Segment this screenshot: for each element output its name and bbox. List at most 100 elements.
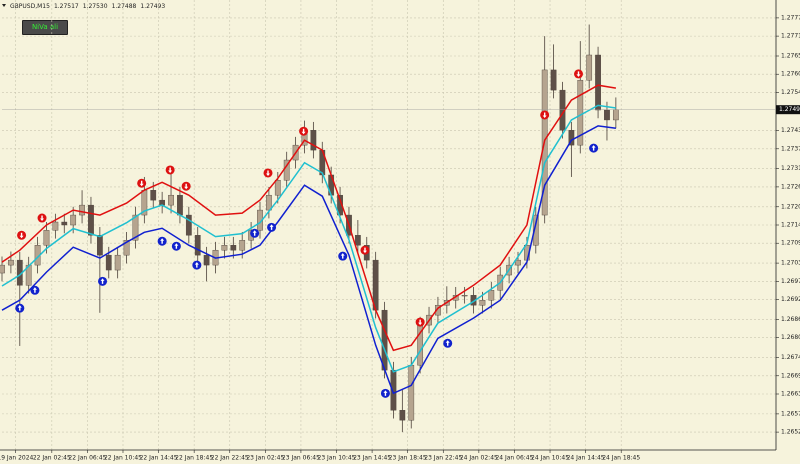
- signal-circle: [263, 168, 273, 178]
- signal-marker: [415, 317, 425, 327]
- signal-circle: [415, 317, 425, 327]
- signal-arrow: [591, 145, 596, 151]
- candle-body: [497, 274, 504, 291]
- x-tick-label: 24 Jan 06:45: [495, 455, 533, 462]
- signal-marker: [443, 338, 453, 348]
- signal-circle: [137, 178, 147, 188]
- candle-body: [363, 245, 370, 261]
- signal-arrow: [160, 238, 165, 244]
- candle-body: [399, 410, 406, 421]
- candle-body: [435, 304, 441, 316]
- signal-circle: [573, 69, 583, 79]
- signal-arrow: [184, 183, 189, 190]
- candle-body: [70, 214, 77, 226]
- y-tick-label: 1.27715: [781, 33, 800, 40]
- signal-circle: [181, 181, 191, 191]
- signal-arrow: [445, 340, 450, 346]
- candle-body: [354, 235, 361, 246]
- y-tick-label: 1.26860: [781, 316, 800, 323]
- signal-circle: [37, 213, 47, 223]
- candle-body: [524, 245, 530, 261]
- signal-arrow: [32, 287, 37, 293]
- signal-arrow: [576, 71, 581, 77]
- y-tick-label: 1.27545: [781, 89, 800, 96]
- signal-marker: [263, 168, 273, 178]
- x-tick-label: 23 Jan 22:45: [424, 455, 462, 462]
- candle-body: [34, 245, 41, 266]
- signal-arrow: [418, 319, 423, 326]
- candle-body: [612, 109, 619, 121]
- candle-body: [16, 259, 23, 286]
- x-tick-label: 23 Jan 14:45: [353, 455, 391, 462]
- candle-body: [381, 309, 388, 371]
- signal-marker: [338, 251, 348, 261]
- signal-marker: [15, 303, 25, 313]
- candle-body: [337, 194, 343, 216]
- signal-marker: [589, 143, 599, 153]
- x-tick-label: 24 Jan 14:45: [567, 455, 605, 462]
- y-tick-label: 1.27090: [781, 240, 800, 247]
- candle-body: [150, 190, 157, 201]
- x-tick-label: 23 Jan 02:45: [246, 455, 284, 462]
- signal-marker: [267, 222, 277, 232]
- candle-body: [604, 109, 610, 121]
- signal-circle: [443, 338, 453, 348]
- signal-marker: [250, 228, 260, 238]
- y-tick-label: 1.27770: [781, 14, 800, 21]
- signal-circle: [30, 285, 40, 295]
- header-value: 1.27488: [112, 3, 137, 10]
- indicator-button[interactable]: NiVa ali: [22, 20, 68, 35]
- candle-body: [586, 54, 593, 81]
- y-tick-label: 1.26690: [781, 372, 800, 379]
- symbol: GBPUSD,M15: [10, 3, 50, 10]
- x-tick-label: 24 Jan 18:45: [602, 455, 640, 462]
- signal-marker: [360, 245, 370, 255]
- signal-circle: [589, 143, 599, 153]
- candle-body: [577, 79, 584, 146]
- signal-arrow: [194, 262, 199, 268]
- signal-circle: [338, 251, 348, 261]
- y-tick-label: 1.27430: [781, 127, 800, 134]
- candle-body: [346, 214, 352, 236]
- signal-marker: [540, 110, 550, 120]
- candle-body: [443, 300, 450, 306]
- signal-arrow: [252, 230, 257, 236]
- signal-arrow: [174, 243, 179, 249]
- candle-body: [132, 214, 139, 241]
- candle-body: [248, 230, 254, 241]
- x-tick-label: 22 Jan 02:45: [33, 455, 71, 462]
- candle-body: [568, 130, 575, 146]
- menu-arrow: [2, 4, 6, 7]
- band-line: [1, 84, 617, 352]
- signal-arrow: [17, 305, 22, 311]
- x-tick-label: 19 Jan 2024: [0, 455, 34, 462]
- signal-arrow: [100, 278, 105, 284]
- signal-circle: [540, 110, 550, 120]
- signal-marker: [37, 213, 47, 223]
- band-line: [1, 125, 616, 395]
- candle-body: [221, 245, 228, 251]
- x-tick-label: 23 Jan 10:45: [318, 455, 356, 462]
- candle-body: [203, 254, 210, 266]
- candle-body: [408, 364, 415, 421]
- signal-arrow: [301, 128, 306, 135]
- signal-circle: [250, 228, 260, 238]
- signal-circle: [267, 222, 277, 232]
- y-tick-label: 1.26805: [781, 334, 800, 341]
- signal-arrow: [340, 253, 345, 259]
- candle-body: [114, 254, 121, 271]
- chart-title: GBPUSD,M15 1.27517 1.27530 1.27488 1.27493: [10, 3, 165, 10]
- candle-body: [185, 214, 192, 236]
- signal-arrow: [40, 215, 45, 222]
- y-tick-label: 1.26975: [781, 278, 800, 285]
- candle-body: [239, 240, 246, 251]
- signal-marker: [98, 276, 108, 286]
- header-value: 1.27493: [140, 3, 165, 10]
- header-value: 1.27530: [83, 3, 108, 10]
- y-tick-label: 1.26635: [781, 390, 800, 397]
- x-tick-label: 22 Jan 22:45: [211, 455, 249, 462]
- x-tick-label: 24 Jan 10:45: [531, 455, 569, 462]
- candle-body: [79, 204, 85, 216]
